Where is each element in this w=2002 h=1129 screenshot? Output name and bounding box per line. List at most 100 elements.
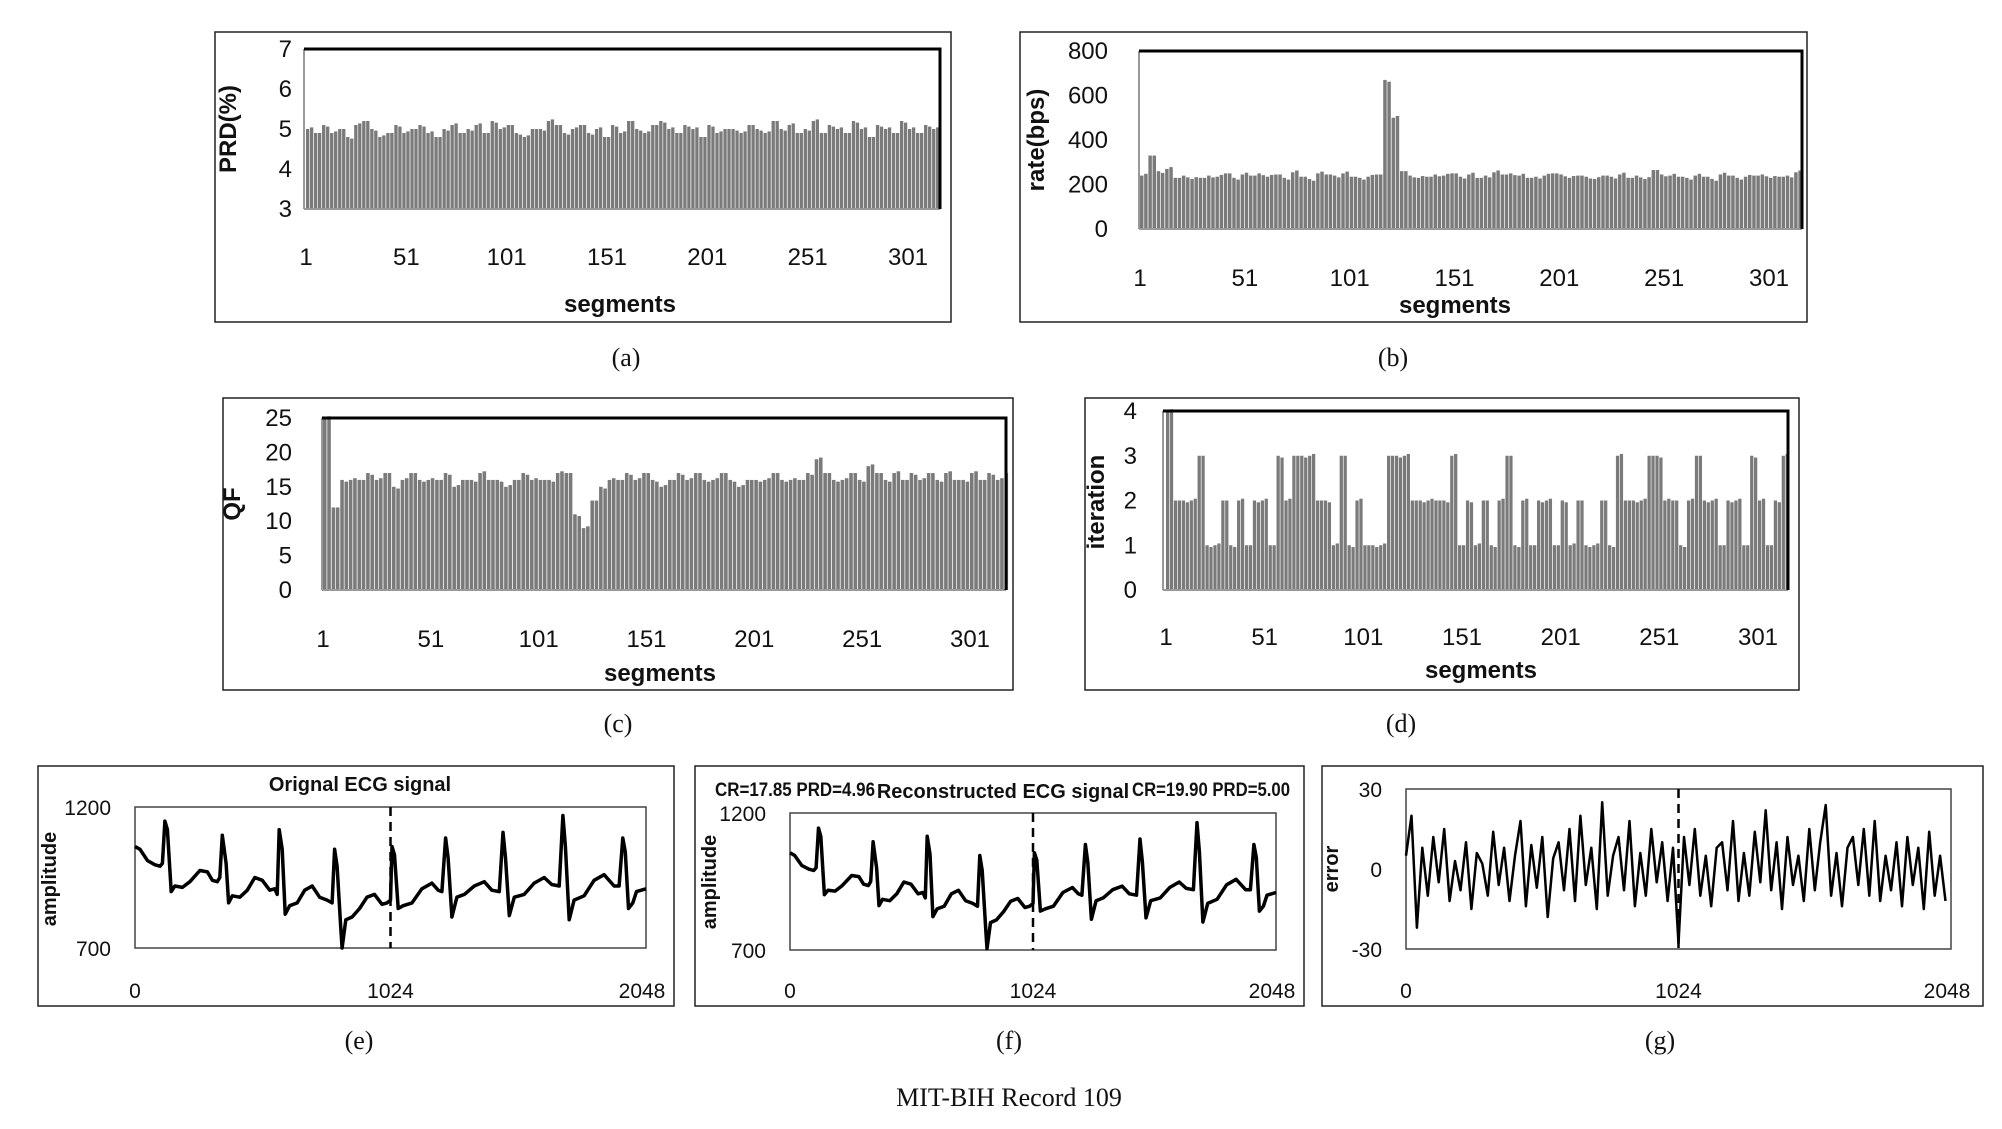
bar bbox=[702, 479, 707, 590]
bar bbox=[490, 121, 494, 209]
panel-label: (d) bbox=[1386, 709, 1416, 738]
bar bbox=[1601, 175, 1605, 229]
bar bbox=[883, 129, 888, 209]
bar bbox=[512, 479, 517, 590]
bar bbox=[1576, 500, 1580, 590]
bar bbox=[1467, 174, 1471, 229]
bar bbox=[386, 133, 390, 209]
bar bbox=[1282, 177, 1287, 229]
bar bbox=[1548, 498, 1553, 590]
bar bbox=[924, 125, 928, 209]
bar bbox=[465, 479, 469, 590]
bar bbox=[1613, 178, 1618, 229]
bar bbox=[1483, 175, 1488, 229]
bar bbox=[379, 478, 383, 590]
bar bbox=[1761, 498, 1766, 590]
bar bbox=[779, 129, 783, 209]
bar bbox=[334, 131, 338, 209]
bar bbox=[1560, 500, 1564, 590]
y-tick-label: 25 bbox=[265, 405, 292, 432]
bar bbox=[1698, 455, 1703, 590]
bar bbox=[1742, 545, 1746, 590]
bar bbox=[1292, 455, 1296, 590]
bar bbox=[1735, 177, 1739, 229]
bar bbox=[616, 479, 620, 590]
bar bbox=[1706, 176, 1710, 229]
bar bbox=[741, 485, 745, 590]
bar bbox=[751, 125, 755, 209]
bar bbox=[1485, 500, 1489, 590]
bar bbox=[1390, 455, 1395, 590]
bar bbox=[771, 121, 775, 209]
x-tick-label: 51 bbox=[393, 244, 420, 271]
y-tick-label: 0 bbox=[279, 577, 292, 604]
panel-label: (a) bbox=[612, 343, 641, 372]
bar bbox=[309, 127, 314, 209]
bar bbox=[1177, 500, 1182, 590]
x-tick-label: 0 bbox=[129, 980, 141, 1003]
bar bbox=[1679, 545, 1683, 590]
plot-border bbox=[322, 416, 1008, 590]
bar bbox=[474, 125, 478, 209]
bar bbox=[1643, 498, 1647, 590]
bar bbox=[900, 479, 905, 590]
x-tick-label: 251 bbox=[842, 626, 882, 653]
bar bbox=[1257, 173, 1261, 229]
bar bbox=[1481, 500, 1485, 590]
bar bbox=[719, 473, 724, 590]
bar bbox=[836, 481, 840, 590]
bar bbox=[1675, 500, 1679, 590]
bar bbox=[811, 121, 815, 209]
bar bbox=[422, 481, 426, 590]
bar bbox=[526, 135, 531, 209]
bar bbox=[1659, 174, 1664, 229]
bar bbox=[350, 138, 354, 209]
bar bbox=[803, 129, 807, 209]
bar bbox=[1572, 543, 1576, 590]
bar bbox=[655, 481, 659, 590]
bar bbox=[1311, 180, 1316, 229]
bar bbox=[1252, 500, 1257, 590]
bar bbox=[1754, 457, 1758, 590]
bar bbox=[855, 122, 860, 209]
panel-label: (b) bbox=[1378, 343, 1408, 372]
bar bbox=[887, 127, 892, 209]
bar bbox=[679, 133, 683, 209]
bar bbox=[331, 507, 336, 590]
bar bbox=[346, 137, 350, 209]
bar bbox=[936, 127, 940, 209]
bar bbox=[1202, 177, 1207, 229]
bar bbox=[1689, 179, 1693, 229]
bar bbox=[542, 130, 547, 209]
bar bbox=[413, 473, 418, 590]
bar bbox=[695, 127, 699, 209]
bar bbox=[1240, 174, 1245, 229]
bar bbox=[863, 127, 868, 209]
bar bbox=[931, 473, 935, 590]
bar bbox=[1730, 502, 1734, 590]
bar bbox=[478, 123, 482, 209]
x-tick-label: 1024 bbox=[1655, 980, 1702, 1003]
bar bbox=[1240, 498, 1245, 590]
bar bbox=[1343, 455, 1347, 590]
x-tick-label: 201 bbox=[1539, 265, 1579, 292]
bar bbox=[987, 473, 991, 590]
bar bbox=[715, 133, 719, 209]
bar bbox=[1461, 545, 1466, 590]
bar bbox=[1618, 174, 1622, 229]
bar bbox=[1500, 174, 1505, 229]
bar bbox=[530, 129, 535, 209]
bar bbox=[961, 479, 965, 590]
bar bbox=[486, 479, 491, 590]
bar bbox=[1493, 547, 1497, 590]
bar bbox=[1697, 173, 1702, 229]
bar bbox=[1567, 177, 1572, 229]
bar bbox=[866, 466, 871, 590]
bar bbox=[762, 479, 767, 590]
y-tick-label: 1200 bbox=[64, 797, 111, 820]
bar bbox=[562, 133, 567, 209]
bar bbox=[672, 479, 676, 590]
y-tick-label: 1200 bbox=[719, 803, 766, 826]
bar bbox=[1540, 502, 1545, 590]
